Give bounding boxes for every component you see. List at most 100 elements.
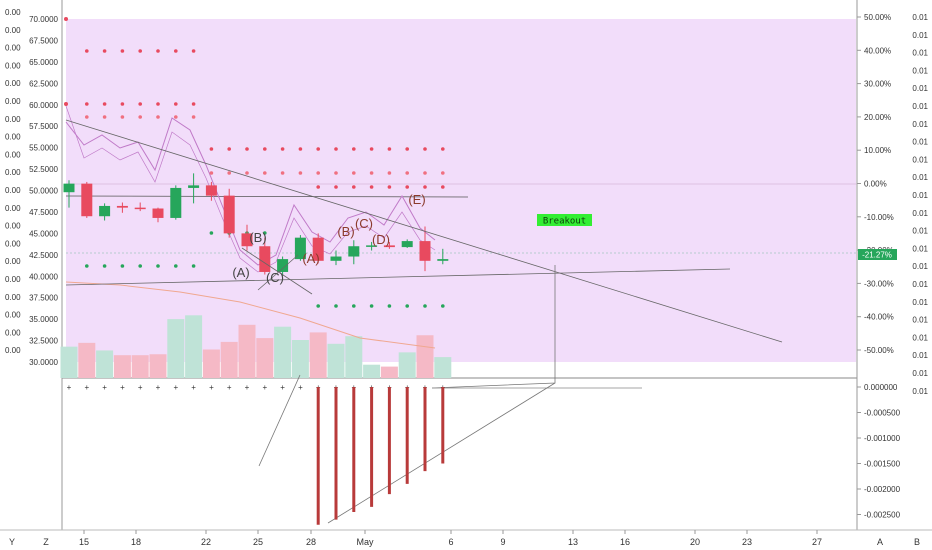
toolbar-btn_b[interactable]: B: [914, 537, 920, 547]
pivot-dot: [298, 147, 303, 151]
volume-bar: [363, 364, 381, 378]
percent-axis-label: 50.00%: [864, 13, 891, 22]
percent-axis-label: 20.00%: [864, 113, 891, 122]
candle-body[interactable]: [383, 245, 395, 248]
pivot-dot: [423, 171, 427, 175]
time-axis-label: 6: [448, 537, 453, 547]
pivot-dot: [369, 171, 374, 175]
oscillator-trendline: [258, 374, 301, 467]
pivot-dot: [316, 304, 321, 308]
pivot-dot: [85, 115, 89, 119]
candle-body[interactable]: [437, 259, 449, 261]
pivot-dot: [120, 49, 125, 53]
wave-label: (D): [372, 232, 390, 247]
percent-axis-label: -40.00%: [864, 313, 894, 322]
far-axis-label: 0.01: [912, 138, 928, 147]
far-axis-label: 0.01: [912, 31, 928, 40]
pivot-dot: [334, 147, 338, 151]
volume-bar: [131, 355, 149, 378]
toolbar-btn_z[interactable]: Z: [43, 537, 49, 547]
toolbar-btn_y[interactable]: Y: [9, 537, 15, 547]
volume-bar: [60, 346, 78, 378]
toolbar-btn_a[interactable]: A: [877, 537, 883, 547]
pivot-dot: [102, 49, 107, 53]
secondary-axis-label: 0.00: [5, 222, 21, 231]
candle-body[interactable]: [277, 259, 289, 272]
pivot-dot: [263, 171, 267, 175]
oscillator-marker: +: [84, 383, 89, 392]
candle-body[interactable]: [205, 185, 217, 196]
pivot-dot: [156, 264, 160, 268]
pivot-dot: [352, 171, 356, 175]
oscillator-marker: +: [173, 383, 178, 392]
oscillator-axis-label: -0.002500: [864, 511, 901, 520]
pivot-dot: [156, 49, 160, 53]
candle-body[interactable]: [312, 237, 324, 261]
candle-body[interactable]: [63, 183, 75, 193]
candle-body[interactable]: [81, 183, 93, 217]
candle-body[interactable]: [419, 241, 431, 261]
pivot-dot: [138, 264, 142, 268]
candle-body[interactable]: [188, 185, 200, 188]
oscillator-axis-label: -0.001000: [864, 434, 901, 443]
candle-body[interactable]: [330, 256, 342, 261]
candle-body[interactable]: [401, 241, 413, 248]
price-axis-label: 52.5000: [29, 165, 58, 174]
far-axis-label: 0.01: [912, 369, 928, 378]
pivot-dot: [441, 304, 445, 308]
price-axis-label: 47.5000: [29, 208, 58, 217]
pivot-dot: [227, 171, 231, 175]
pivot-dot: [102, 264, 107, 268]
volume-bar: [96, 350, 114, 378]
candle-body[interactable]: [170, 187, 182, 218]
candle-body[interactable]: [134, 207, 146, 210]
oscillator-marker: +: [67, 383, 72, 392]
candle-body[interactable]: [223, 195, 235, 234]
pivot-dot: [138, 102, 142, 106]
pivot-dot: [174, 49, 178, 53]
candle-body[interactable]: [294, 237, 306, 260]
volume-bar: [185, 315, 203, 378]
pivot-dot: [209, 171, 214, 175]
pivot-dot: [64, 102, 68, 106]
secondary-axis-label: 0.00: [5, 168, 21, 177]
moving-average-line: [65, 281, 436, 349]
far-axis-label: 0.01: [912, 227, 928, 236]
pivot-dot: [120, 115, 125, 119]
wave-label: (B): [249, 230, 266, 245]
pivot-dot: [441, 185, 445, 189]
candle-body[interactable]: [241, 233, 253, 247]
pivot-dot: [102, 102, 107, 106]
volume-bar: [256, 338, 274, 378]
oscillator-marker: +: [138, 383, 143, 392]
pivot-dot: [138, 115, 142, 119]
support-trendline[interactable]: [65, 268, 731, 286]
volume-bar: [113, 355, 131, 378]
breakout-label: Breakout: [543, 217, 586, 227]
breakout-box[interactable]: [537, 214, 592, 226]
pivot-dot: [245, 171, 249, 175]
descending-trendline[interactable]: [65, 119, 783, 343]
candle-body[interactable]: [366, 245, 378, 247]
candle-body[interactable]: [259, 246, 271, 272]
price-axis-label: 60.0000: [29, 101, 58, 110]
candle-body[interactable]: [99, 205, 111, 217]
oscillator-marker: +: [191, 383, 196, 392]
pivot-dot: [138, 49, 142, 53]
far-axis-label: 0.01: [912, 351, 928, 360]
candle-body[interactable]: [116, 205, 128, 208]
pivot-dot: [102, 115, 107, 119]
pivot-dot: [64, 17, 68, 21]
oscillator-axis-label: -0.000500: [864, 409, 901, 418]
volume-bar: [202, 349, 220, 378]
candle-body[interactable]: [152, 208, 164, 218]
wave-label: (A): [232, 265, 249, 280]
candle-body[interactable]: [348, 246, 360, 257]
time-axis-label: 9: [500, 537, 505, 547]
time-axis-label: May: [356, 537, 374, 547]
price-axis-label: 37.5000: [29, 294, 58, 303]
pivot-dot: [209, 231, 214, 235]
pivot-dot: [316, 147, 321, 151]
secondary-axis-label: 0.00: [5, 61, 21, 70]
